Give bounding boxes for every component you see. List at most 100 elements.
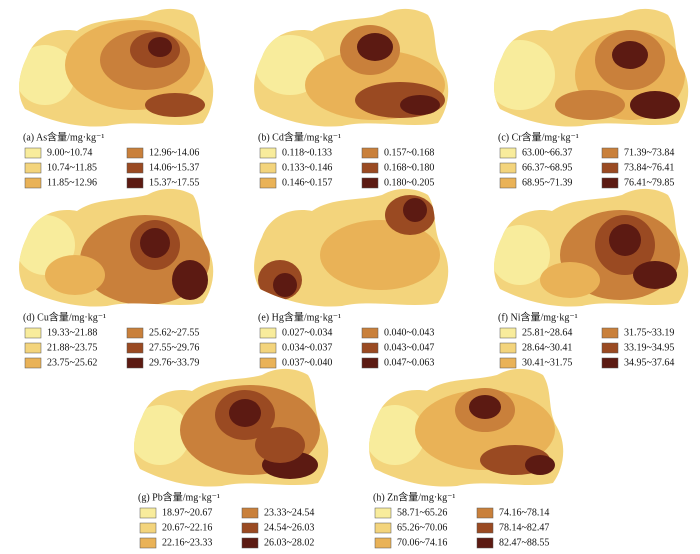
map-panel: (c) Cr含量/mg·kg⁻¹ 63.00~66.37 66.37~68.95 68… [494, 8, 689, 189]
legend-swatch [126, 162, 144, 174]
legend-label: 0.027~0.034 [282, 327, 332, 338]
map [254, 188, 449, 307]
legend-label: 0.040~0.043 [384, 327, 434, 338]
panel-title: (c) Cr含量/mg·kg⁻¹ [498, 130, 579, 143]
map-zone [609, 224, 641, 256]
panel-title: (g) Pb含量/mg·kg⁻¹ [138, 490, 220, 503]
map-panel: (d) Cu含量/mg·kg⁻¹ 19.33~21.88 21.88~23.75 23… [19, 188, 214, 369]
panel-title: (h) Zn含量/mg·kg⁻¹ [373, 490, 455, 503]
map-zone [630, 91, 680, 119]
map-zone [140, 228, 170, 258]
map-panel: (a) As含量/mg·kg⁻¹ 9.00~10.74 10.74~11.85 11.… [19, 8, 214, 189]
panel-title: (a) As含量/mg·kg⁻¹ [23, 130, 104, 143]
legend-swatch [499, 177, 517, 189]
legend-label: 19.33~21.88 [47, 327, 97, 338]
map [494, 8, 689, 127]
legend-label: 78.14~82.47 [499, 522, 549, 533]
legend-swatch [24, 357, 42, 369]
legend-swatch [499, 327, 517, 339]
map [494, 188, 689, 307]
map-zone [369, 405, 425, 465]
legend-swatch [499, 357, 517, 369]
legend-label: 18.97~20.67 [162, 507, 212, 518]
legend-swatch [139, 522, 157, 534]
legend-swatch [601, 357, 619, 369]
legend-label: 26.03~28.02 [264, 537, 314, 548]
panel-title: (d) Cu含量/mg·kg⁻¹ [23, 310, 106, 323]
map [134, 368, 329, 487]
map-panel: (e) Hg含量/mg·kg⁻¹ 0.027~0.034 0.034~0.037 0.… [254, 188, 449, 369]
map-zone [229, 399, 261, 427]
legend-swatch [126, 177, 144, 189]
map-zone [494, 40, 555, 110]
legend-swatch [374, 507, 392, 519]
legend-label: 68.95~71.39 [522, 177, 572, 188]
map-zone [400, 95, 440, 115]
legend-label: 33.19~34.95 [624, 342, 674, 353]
map-zone [148, 37, 172, 57]
map-panel: (b) Cd含量/mg·kg⁻¹ 0.118~0.133 0.133~0.146 0.… [254, 8, 449, 188]
legend-swatch [259, 342, 277, 354]
legend-swatch [24, 342, 42, 354]
legend-label: 0.157~0.168 [384, 147, 434, 158]
map-zone [357, 33, 393, 61]
legend-label: 76.41~79.85 [624, 177, 674, 188]
legend-label: 28.64~30.41 [522, 342, 572, 353]
legend-label: 31.75~33.19 [624, 327, 674, 338]
legend-swatch [374, 522, 392, 534]
legend-label: 25.81~28.64 [522, 327, 572, 338]
legend-swatch [241, 522, 259, 534]
legend-label: 70.06~74.16 [397, 537, 447, 548]
legend-label: 29.76~33.79 [149, 357, 199, 368]
map [369, 368, 564, 487]
legend-swatch [601, 327, 619, 339]
map-panel: (g) Pb含量/mg·kg⁻¹ 18.97~20.67 20.67~22.16 22… [134, 368, 329, 549]
legend-swatch [139, 537, 157, 549]
legend-label: 11.85~12.96 [47, 177, 97, 188]
legend-swatch [601, 177, 619, 189]
legend-swatch [24, 327, 42, 339]
legend-label: 10.74~11.85 [47, 162, 97, 173]
map-zone [403, 198, 427, 222]
legend-swatch [24, 177, 42, 189]
legend-label: 58.71~65.26 [397, 507, 447, 518]
legend-swatch [24, 162, 42, 174]
map-panel: (f) Ni含量/mg·kg⁻¹ 25.81~28.64 28.64~30.41 30… [494, 188, 689, 369]
map-zone [633, 261, 677, 289]
legend-swatch [476, 507, 494, 519]
legend-label: 65.26~70.06 [397, 522, 447, 533]
legend-label: 0.168~0.180 [384, 162, 434, 173]
legend-swatch [241, 507, 259, 519]
map-zone [134, 405, 190, 465]
legend-swatch [24, 147, 42, 159]
map [254, 8, 449, 127]
legend-label: 22.16~23.33 [162, 537, 212, 548]
legend-label: 14.06~15.37 [149, 162, 199, 173]
legend-swatch [139, 507, 157, 519]
map [19, 8, 214, 127]
map-zone [555, 90, 625, 120]
legend-swatch [499, 162, 517, 174]
map-zone [469, 395, 501, 419]
legend-swatch [361, 342, 379, 354]
legend-swatch [126, 357, 144, 369]
map-zone [273, 273, 297, 297]
legend-label: 9.00~10.74 [47, 147, 92, 158]
legend-label: 25.62~27.55 [149, 327, 199, 338]
map-zone [145, 93, 205, 117]
map-zone [494, 225, 550, 285]
legend-swatch [259, 357, 277, 369]
legend-swatch [126, 342, 144, 354]
legend-label: 63.00~66.37 [522, 147, 572, 158]
legend-swatch [361, 327, 379, 339]
legend-swatch [361, 147, 379, 159]
legend-label: 0.180~0.205 [384, 177, 434, 188]
legend-swatch [259, 327, 277, 339]
legend-label: 30.41~31.75 [522, 357, 572, 368]
legend-label: 0.037~0.040 [282, 357, 332, 368]
legend-label: 0.043~0.047 [384, 342, 434, 353]
legend-label: 0.133~0.146 [282, 162, 332, 173]
panel-title: (e) Hg含量/mg·kg⁻¹ [258, 310, 341, 323]
legend-label: 24.54~26.03 [264, 522, 314, 533]
